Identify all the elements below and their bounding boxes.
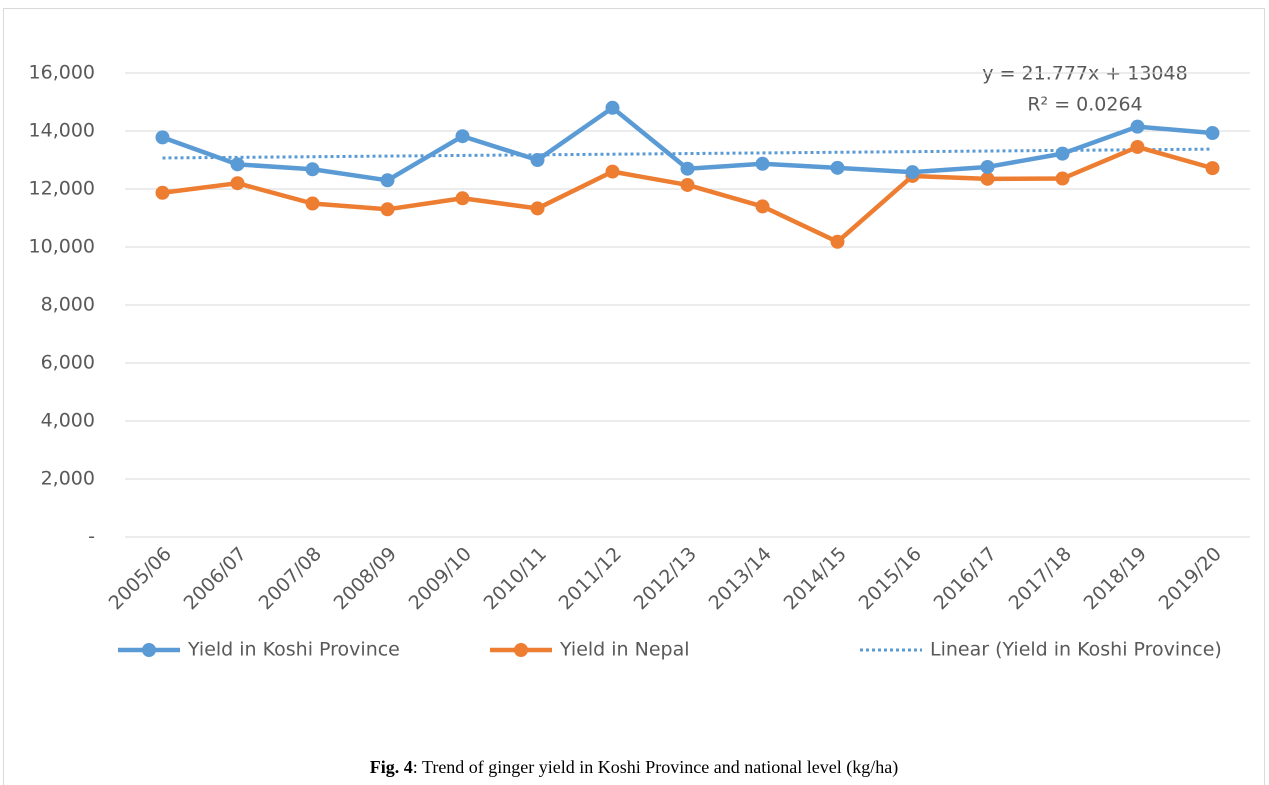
x-tick-label: 2017/18 (1005, 543, 1076, 614)
series-marker (605, 164, 620, 179)
series-marker (230, 157, 245, 172)
x-tick-label: 2019/20 (1155, 543, 1226, 614)
series-marker (1130, 119, 1145, 134)
x-tick-label: 2007/08 (255, 543, 326, 614)
series-marker (230, 176, 245, 191)
series-marker (830, 160, 845, 175)
series-marker (1055, 171, 1070, 186)
y-tick-label: 10,000 (29, 236, 95, 258)
series-marker (305, 162, 320, 177)
x-tick-label: 2005/06 (105, 543, 176, 614)
series-marker (155, 130, 170, 145)
series-marker (755, 156, 770, 171)
series-marker (305, 196, 320, 211)
series-marker (1055, 146, 1070, 161)
y-tick-label: 6,000 (41, 352, 95, 374)
legend-marker (142, 643, 156, 657)
series-marker (680, 161, 695, 176)
series-marker (980, 171, 995, 186)
x-tick-label: 2006/07 (180, 543, 251, 614)
series-marker (530, 153, 545, 167)
x-tick-label: 2013/14 (705, 543, 776, 614)
y-tick-label: 8,000 (41, 294, 95, 316)
x-tick-label: 2016/17 (930, 543, 1001, 614)
series-marker (380, 173, 395, 188)
y-tick-label: 2,000 (41, 468, 95, 490)
x-tick-label: 2008/09 (330, 543, 401, 614)
series-marker (605, 100, 620, 115)
x-tick-label: 2010/11 (480, 543, 551, 614)
y-tick-label: 14,000 (29, 120, 95, 142)
series-marker (530, 201, 545, 216)
y-tick-label: 12,000 (29, 178, 95, 200)
x-tick-label: 2018/19 (1080, 543, 1151, 614)
x-tick-label: 2011/12 (555, 543, 626, 614)
caption-label: Fig. 4 (370, 757, 413, 777)
x-tick-label: 2014/15 (780, 543, 851, 614)
legend-label: Yield in Nepal (559, 639, 690, 661)
y-tick-label: - (88, 526, 95, 548)
legend-label: Yield in Koshi Province (187, 639, 400, 661)
series-line (162, 144, 1214, 245)
series-marker (905, 165, 920, 180)
x-tick-label: 2015/16 (855, 543, 926, 614)
series-marker (1205, 126, 1220, 141)
series-marker (1205, 161, 1220, 176)
caption: Fig. 4: Trend of ginger yield in Koshi P… (370, 757, 898, 778)
series-marker (155, 185, 170, 200)
trend-r2: R² = 0.0264 (1027, 94, 1142, 116)
legend-label: Linear (Yield in Koshi Province) (930, 639, 1222, 661)
series-marker (830, 234, 845, 249)
series-marker (455, 129, 470, 144)
series-marker (455, 191, 470, 206)
caption-text: : Trend of ginger yield in Koshi Provinc… (413, 757, 898, 778)
y-tick-label: 16,000 (29, 62, 95, 84)
y-tick-label: 4,000 (41, 410, 95, 432)
trend-line (162, 147, 1213, 160)
x-tick-label: 2009/10 (405, 543, 476, 614)
chart-border (3, 8, 1265, 785)
series-marker (680, 177, 695, 192)
series-marker (1130, 139, 1145, 154)
legend-marker (514, 643, 528, 657)
series-marker (380, 202, 395, 217)
series-marker (980, 159, 995, 174)
series-marker (755, 199, 770, 214)
x-tick-label: 2012/13 (630, 543, 701, 614)
